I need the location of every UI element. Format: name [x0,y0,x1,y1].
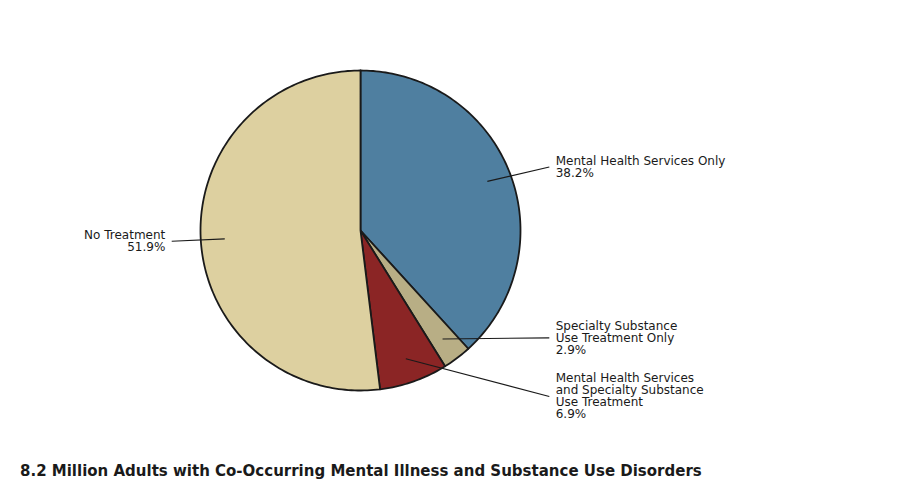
svg-text:Mental Health Services Only38.: Mental Health Services Only38.2% [556,154,726,180]
svg-text:Mental Health Servicesand Spec: Mental Health Servicesand Specialty Subs… [556,371,704,421]
svg-text:Specialty SubstanceUse Treatme: Specialty SubstanceUse Treatment Only2.9… [556,319,678,357]
html-text:8.2 Million Adults with Co-Occ: 8.2 Million Adults with Co-Occurring Men… [20,462,702,480]
svg-text:No Treatment51.9%: No Treatment51.9% [84,228,165,254]
